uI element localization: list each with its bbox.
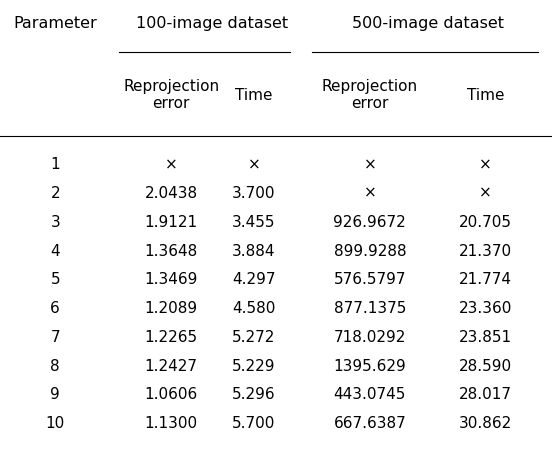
Text: Time: Time <box>235 88 273 102</box>
Text: Time: Time <box>467 88 505 102</box>
Text: 926.9672: 926.9672 <box>333 214 406 229</box>
Text: 718.0292: 718.0292 <box>333 329 406 344</box>
Text: ×: × <box>363 157 376 172</box>
Text: 10: 10 <box>46 415 65 430</box>
Text: 21.370: 21.370 <box>459 243 512 258</box>
Text: 576.5797: 576.5797 <box>333 272 406 287</box>
Text: 500-image dataset: 500-image dataset <box>352 16 504 31</box>
Text: Reprojection
error: Reprojection error <box>123 79 219 111</box>
Text: 28.590: 28.590 <box>459 358 512 373</box>
Text: 443.0745: 443.0745 <box>333 387 406 401</box>
Text: Reprojection
error: Reprojection error <box>322 79 418 111</box>
Text: 5.229: 5.229 <box>232 358 275 373</box>
Text: 877.1375: 877.1375 <box>333 300 406 315</box>
Text: 1.2427: 1.2427 <box>145 358 198 373</box>
Text: 7: 7 <box>50 329 60 344</box>
Text: 100-image dataset: 100-image dataset <box>136 16 289 31</box>
Text: Parameter: Parameter <box>13 16 97 31</box>
Text: 6: 6 <box>50 300 60 315</box>
Text: 5.296: 5.296 <box>232 387 276 401</box>
Text: ×: × <box>363 186 376 200</box>
Text: 1.3469: 1.3469 <box>145 272 198 287</box>
Text: 23.360: 23.360 <box>459 300 512 315</box>
Text: 8: 8 <box>50 358 60 373</box>
Text: 4.580: 4.580 <box>232 300 275 315</box>
Text: 3.700: 3.700 <box>232 186 275 200</box>
Text: 1.0606: 1.0606 <box>145 387 198 401</box>
Text: 667.6387: 667.6387 <box>333 415 406 430</box>
Text: 30.862: 30.862 <box>459 415 512 430</box>
Text: 21.774: 21.774 <box>459 272 512 287</box>
Text: 23.851: 23.851 <box>459 329 512 344</box>
Text: 5.700: 5.700 <box>232 415 275 430</box>
Text: ×: × <box>247 157 261 172</box>
Text: 1.1300: 1.1300 <box>145 415 198 430</box>
Text: 5.272: 5.272 <box>232 329 275 344</box>
Text: 5: 5 <box>50 272 60 287</box>
Text: ×: × <box>479 157 492 172</box>
Text: 3.884: 3.884 <box>232 243 275 258</box>
Text: 1.9121: 1.9121 <box>145 214 198 229</box>
Text: 1.2089: 1.2089 <box>145 300 198 315</box>
Text: 2: 2 <box>50 186 60 200</box>
Text: 9: 9 <box>50 387 60 401</box>
Text: 1.2265: 1.2265 <box>145 329 198 344</box>
Text: ×: × <box>164 157 178 172</box>
Text: 1: 1 <box>50 157 60 172</box>
Text: 3.455: 3.455 <box>232 214 275 229</box>
Text: 899.9288: 899.9288 <box>333 243 406 258</box>
Text: 3: 3 <box>50 214 60 229</box>
Text: 20.705: 20.705 <box>459 214 512 229</box>
Text: 4: 4 <box>50 243 60 258</box>
Text: ×: × <box>479 186 492 200</box>
Text: 1.3648: 1.3648 <box>145 243 198 258</box>
Text: 4.297: 4.297 <box>232 272 275 287</box>
Text: 28.017: 28.017 <box>459 387 512 401</box>
Text: 2.0438: 2.0438 <box>145 186 198 200</box>
Text: 1395.629: 1395.629 <box>333 358 406 373</box>
